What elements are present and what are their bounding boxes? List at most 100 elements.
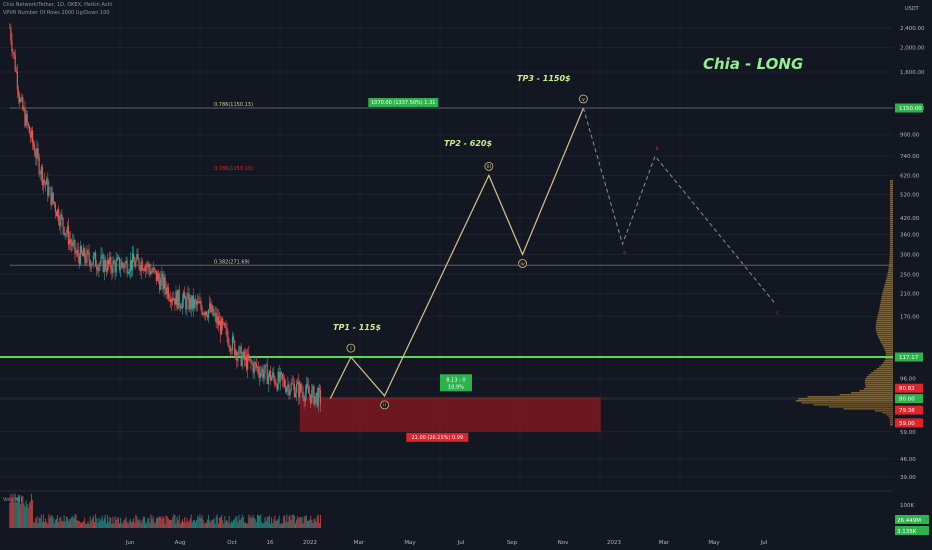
volume-bar — [163, 517, 165, 528]
candle-body — [190, 297, 192, 309]
candle-body — [263, 373, 265, 379]
wave-marker — [518, 259, 527, 268]
box-upper-stat — [439, 374, 472, 392]
volume-bar — [291, 514, 293, 528]
box-upper-text: 8.13 : 0 — [446, 377, 465, 383]
volume-bar — [283, 516, 285, 528]
candle-body — [144, 266, 147, 271]
volume-bar — [153, 521, 155, 528]
volume-bar — [311, 519, 313, 528]
candle-body — [181, 299, 184, 309]
candle-body — [88, 252, 90, 261]
candle-body — [256, 367, 259, 368]
candle-body — [36, 148, 38, 159]
volume-bar — [186, 517, 188, 528]
candle-body — [78, 256, 80, 265]
volume-bar — [129, 518, 131, 528]
candle-body — [307, 387, 310, 394]
volume-bar — [75, 514, 77, 528]
volume-bar — [305, 515, 307, 528]
volume-bar — [238, 514, 240, 528]
candle-body — [121, 262, 123, 268]
volume-bar — [302, 523, 304, 528]
fib-382-label: 0.382(271.69) — [214, 259, 250, 265]
candle-body — [240, 346, 242, 366]
candle-body — [168, 298, 171, 300]
volume-bar — [29, 501, 31, 528]
candle-body — [79, 246, 81, 265]
volume-bar — [148, 517, 150, 528]
volume-bar — [20, 504, 22, 528]
box-lower-stat — [406, 432, 469, 442]
box-lower-text: 21.00 (26.25%) 0.99 — [412, 435, 464, 441]
volume-bar — [24, 506, 26, 528]
candle-body — [172, 298, 174, 301]
profile-bar — [880, 340, 893, 342]
tp3-badge — [895, 103, 923, 113]
volume-bar — [300, 517, 302, 528]
volume-bar — [277, 518, 279, 528]
candle-body — [193, 299, 196, 309]
candle-body — [66, 226, 68, 234]
candle-body — [217, 316, 219, 326]
price-tick: 170.00 — [900, 314, 920, 320]
profile-bar — [889, 246, 893, 248]
candle-body — [291, 383, 293, 385]
time-tick: 2023 — [607, 540, 621, 546]
profile-bar — [890, 188, 893, 190]
volume-bar — [146, 521, 148, 528]
volume-bar — [249, 517, 251, 528]
volume-bar — [170, 519, 172, 528]
profile-bar — [889, 248, 893, 250]
candle-body — [309, 393, 311, 395]
candle-body — [90, 264, 92, 268]
candle-body — [124, 262, 126, 269]
volume-bar — [180, 521, 182, 528]
candle-body — [297, 381, 299, 384]
volume-bar — [239, 520, 241, 528]
volume-bar — [308, 521, 310, 528]
volume-bar — [37, 523, 39, 528]
candle-body — [64, 233, 66, 235]
volume-bar — [70, 519, 72, 528]
candle-body — [74, 239, 76, 254]
volume-bar — [136, 516, 138, 528]
volume-bar — [296, 519, 298, 528]
candle-body — [45, 182, 47, 185]
profile-bar — [890, 194, 893, 196]
candle-body — [216, 316, 218, 323]
volume-pane — [0, 490, 932, 528]
candle-body — [125, 260, 127, 263]
volume-bar — [124, 519, 126, 528]
volume-bar — [182, 519, 184, 528]
candle-body — [149, 268, 151, 275]
level-lines: 0.786(1150.13) 0.382(271.69) — [0, 102, 893, 358]
profile-bar — [881, 294, 893, 296]
candle-body — [264, 364, 266, 374]
volume-bar — [17, 494, 19, 528]
volume-bar — [48, 514, 50, 528]
fib-top-label: 0.786(1150.13) — [214, 166, 253, 172]
volume-bar — [96, 518, 98, 528]
vol-badge-text: 26.449M — [897, 518, 921, 524]
profile-bar — [865, 384, 893, 386]
time-tick: Nov — [558, 540, 569, 546]
profile-bar — [877, 334, 893, 336]
profile-bar — [881, 342, 893, 344]
profile-bar — [889, 258, 893, 260]
candle-body — [176, 291, 178, 309]
volume-bar — [142, 516, 144, 528]
candle-body — [236, 351, 238, 361]
candle-body — [232, 336, 235, 341]
volume-bar — [57, 514, 59, 528]
candle-body — [212, 305, 214, 316]
candle-body — [300, 383, 302, 392]
volume-bar — [246, 523, 248, 528]
profile-bar — [889, 236, 893, 238]
candle-body — [276, 384, 278, 390]
volume-bar — [256, 514, 258, 528]
profile-bar — [890, 210, 893, 212]
price-tick: 620.00 — [900, 173, 920, 179]
wave-label: ii — [383, 403, 386, 409]
